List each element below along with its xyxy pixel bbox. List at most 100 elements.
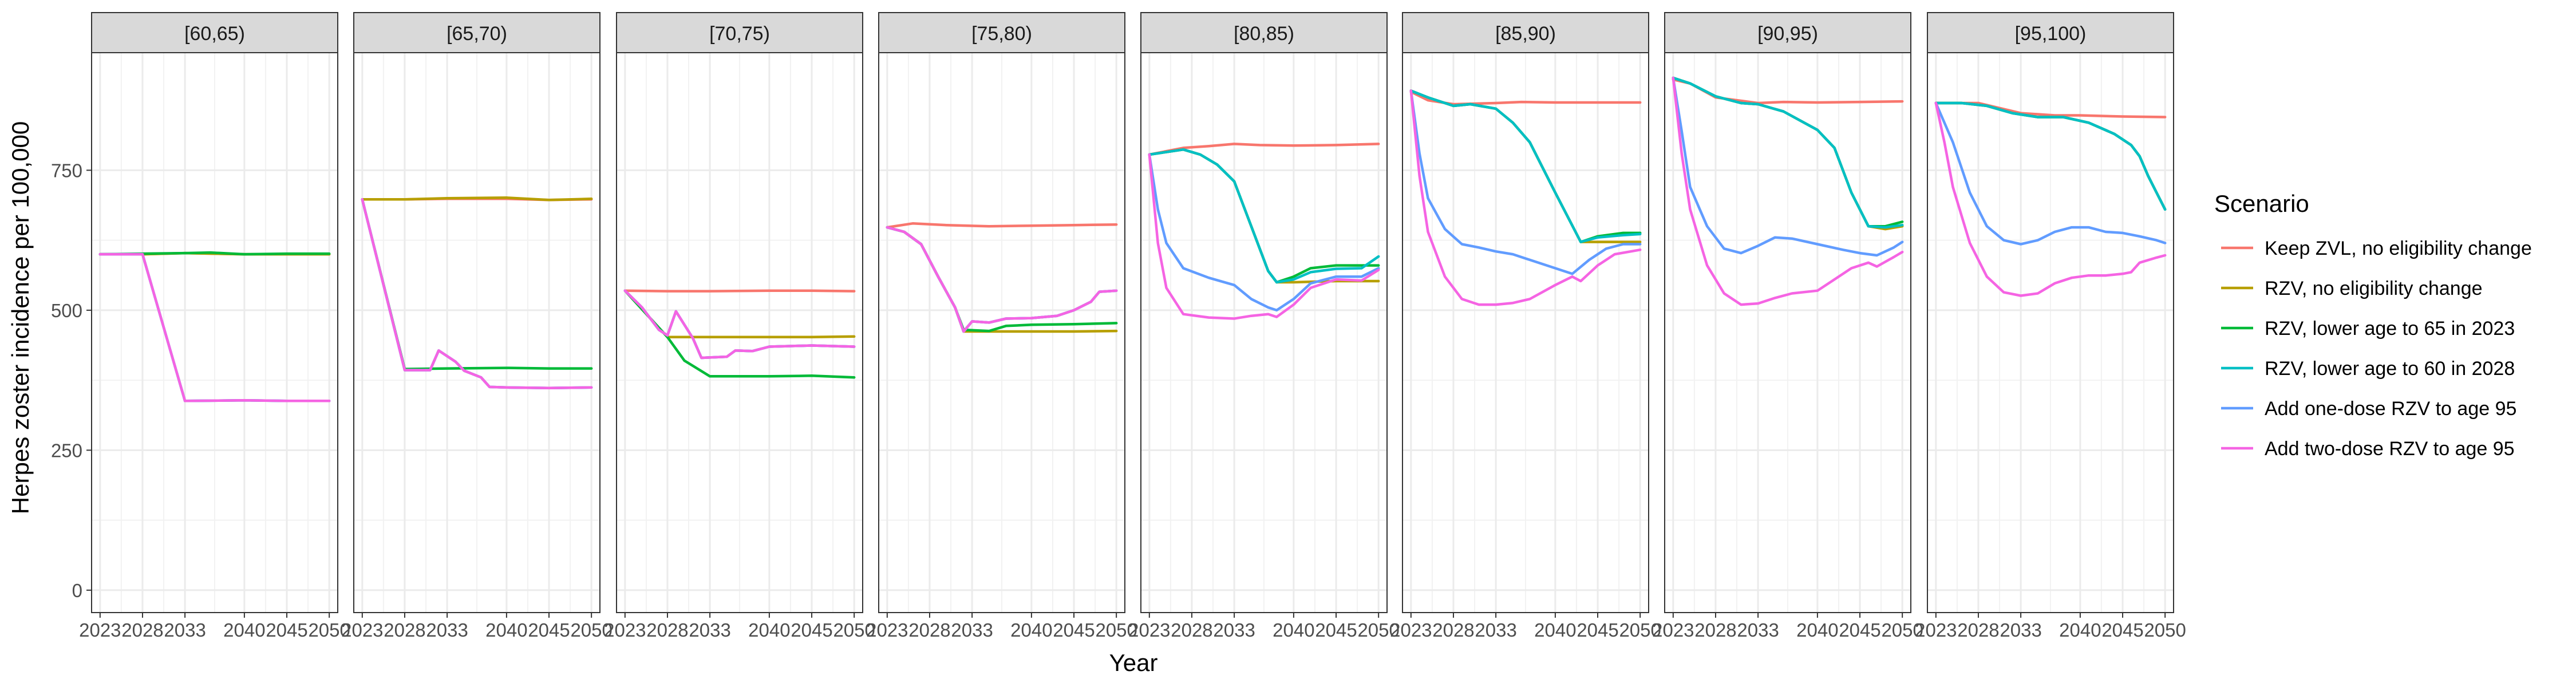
panel-border (1927, 52, 2174, 613)
y-axis: 0 250 500 750 (51, 160, 92, 601)
panel-strip-label: [90,95) (1757, 23, 1818, 45)
x-tick-label: 2033 (164, 619, 206, 641)
x-tick-label: 2028 (1432, 619, 1474, 641)
y-tick-label: 500 (51, 300, 82, 321)
legend-entry-label: Add two-dose RZV to age 95 (2265, 438, 2515, 460)
x-tick-label: 2023 (79, 619, 121, 641)
panel-1: [65,70) 2023 2028 2033 2040 2045 2050 (341, 12, 613, 641)
series-line (1672, 76, 1904, 229)
series-line (1672, 76, 1904, 306)
panel-0: [60,65) 2023 2028 2033 2040 2045 2050 (79, 12, 350, 641)
legend-entry-label: RZV, no eligibility change (2265, 278, 2483, 299)
panel-strip-label: [85,90) (1495, 23, 1556, 45)
x-tick-label: 2023 (1390, 619, 1432, 641)
x-tick-label: 2050 (833, 619, 875, 641)
x-tick-label: 2045 (791, 619, 832, 641)
series-line (1934, 101, 2167, 297)
x-tick-label: 2028 (1171, 619, 1212, 641)
x-tick-label: 2045 (266, 619, 307, 641)
series-line (886, 226, 1118, 333)
legend-title: Scenario (2214, 190, 2309, 217)
series-line (1934, 101, 2167, 246)
series-line (1148, 153, 1380, 312)
x-tick-label: 2028 (1694, 619, 1736, 641)
x-tick-label: 2033 (1737, 619, 1779, 641)
panel-strip-label: [65,70) (447, 23, 507, 45)
series-line (1409, 89, 1642, 275)
x-tick-label: 2023 (866, 619, 908, 641)
panel-border (616, 52, 863, 613)
x-tick-label: 2028 (1957, 619, 1999, 641)
panel-7: [95,100) 2023 2028 2033 2040 2045 2050 (1915, 12, 2186, 641)
x-tick-label: 2023 (1652, 619, 1694, 641)
panel-border (353, 52, 600, 613)
legend-entry-label: RZV, lower age to 60 in 2028 (2265, 358, 2515, 380)
x-axis-title: Year (1109, 649, 1158, 676)
x-tick-label: 2033 (2000, 619, 2041, 641)
x-tick-label: 2028 (908, 619, 950, 641)
x-tick-label: 2050 (1095, 619, 1137, 641)
series-line (1409, 90, 1642, 106)
x-tick-label: 2033 (1475, 619, 1516, 641)
panel-2: [70,75) 2023 2028 2033 2040 2045 2050 (604, 12, 875, 641)
x-tick-label: 2040 (748, 619, 790, 641)
x-tick-label: 2040 (1796, 619, 1838, 641)
series-line (1148, 143, 1380, 156)
x-tick-label: 2033 (426, 619, 468, 641)
x-tick-label: 2050 (308, 619, 350, 641)
series-line (361, 198, 593, 390)
x-tick-label: 2045 (1839, 619, 1880, 641)
series-line (1672, 76, 1904, 257)
series-line (361, 196, 593, 202)
x-tick-label: 2028 (384, 619, 425, 641)
x-tick-label: 2033 (951, 619, 993, 641)
x-tick-label: 2033 (689, 619, 730, 641)
series-line (1409, 89, 1642, 243)
panel-strip-label: [60,65) (184, 23, 245, 45)
series-line (1148, 148, 1380, 284)
panel-6: [90,95) 2023 2028 2033 2040 2045 2050 (1652, 12, 1923, 641)
panel-border (878, 52, 1125, 613)
x-tick-label: 2045 (1577, 619, 1618, 641)
x-tick-label: 2033 (1213, 619, 1255, 641)
x-tick-label: 2050 (2144, 619, 2186, 641)
panel-4: [80,85) 2023 2028 2033 2040 2045 2050 (1128, 12, 1400, 641)
panel-5: [85,90) 2023 2028 2033 2040 2045 2050 (1390, 12, 1661, 641)
x-tick-label: 2045 (2101, 619, 2143, 641)
panel-strip-label: [75,80) (971, 23, 1032, 45)
x-tick-label: 2040 (2059, 619, 2101, 641)
x-tick-label: 2023 (1915, 619, 1957, 641)
x-tick-label: 2023 (1128, 619, 1170, 641)
panel-border (1140, 52, 1388, 613)
x-tick-label: 2040 (223, 619, 265, 641)
series-line (1934, 101, 2167, 119)
x-tick-label: 2050 (1357, 619, 1399, 641)
series-line (1409, 89, 1642, 306)
series-line (623, 289, 856, 379)
panel-strip (91, 12, 338, 53)
x-tick-label: 2028 (646, 619, 688, 641)
panel-strip (1927, 12, 2174, 53)
x-tick-label: 2040 (1010, 619, 1052, 641)
x-tick-label: 2045 (1315, 619, 1357, 641)
panel-strip (353, 12, 600, 53)
series-line (623, 289, 856, 360)
series-line (1934, 101, 2167, 211)
x-tick-label: 2045 (1053, 619, 1095, 641)
panels-layer: [60,65)2023 2028 2033 2040 2045 2050[65,70)20… (79, 12, 2186, 641)
y-tick-label: 250 (51, 440, 82, 461)
legend-entry-label: RZV, lower age to 65 in 2023 (2265, 318, 2515, 339)
series-line (886, 222, 1118, 229)
y-tick-label: 750 (51, 160, 82, 181)
legend: Scenario Keep ZVL, no eligibility change… (2214, 190, 2532, 460)
legend-entry-label: Keep ZVL, no eligibility change (2265, 238, 2532, 259)
x-tick-label: 2040 (1273, 619, 1314, 641)
x-tick-label: 2040 (485, 619, 527, 641)
panel-strip-label: [70,75) (709, 23, 770, 45)
panel-strip-label: [95,100) (2015, 23, 2087, 45)
y-axis-title: Herpes zoster incidence per 100,000 (7, 121, 34, 514)
series-line (98, 252, 331, 402)
panel-strip (1402, 12, 1649, 53)
panel-3: [75,80) 2023 2028 2033 2040 2045 2050 (866, 12, 1137, 641)
